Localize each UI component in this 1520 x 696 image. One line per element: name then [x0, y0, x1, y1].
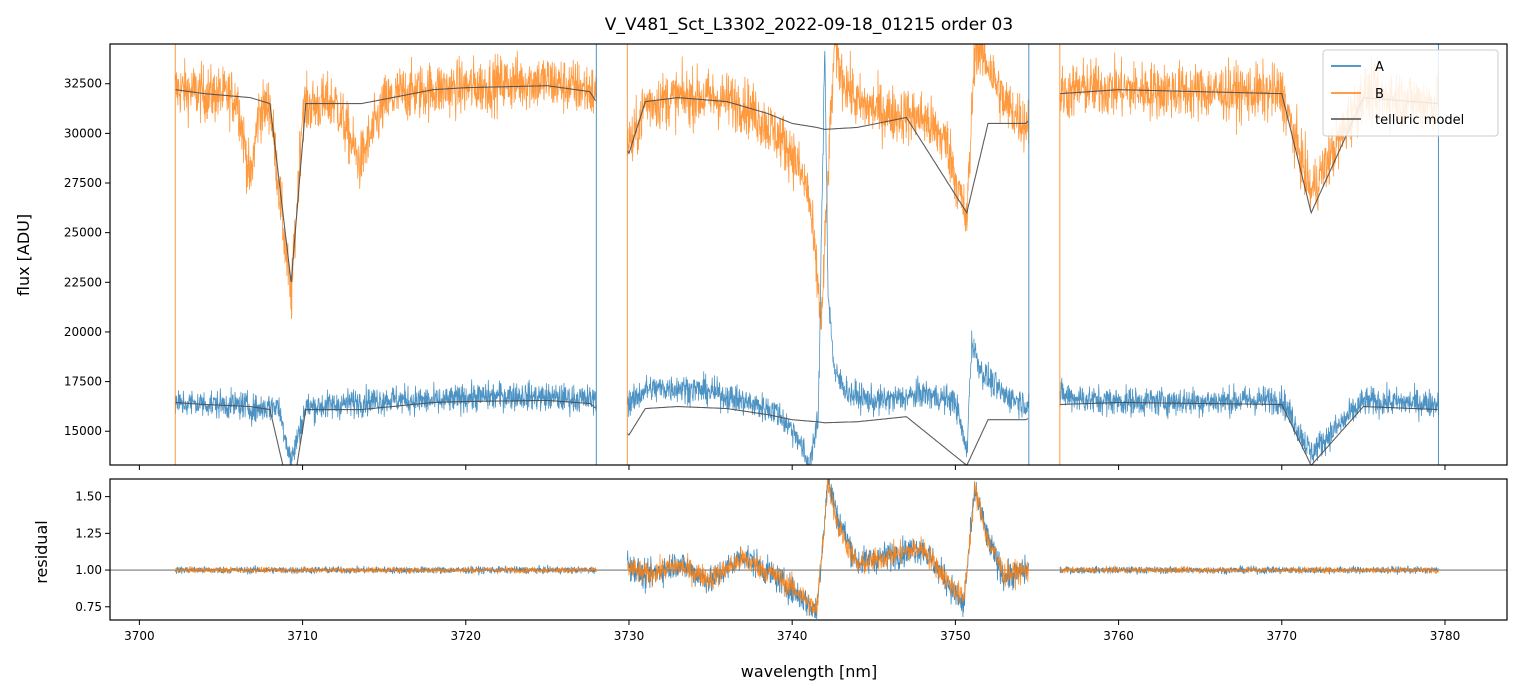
residual-line-b-segment-2 — [626, 479, 1030, 617]
flux-panel: 15000 17500 20000 22500 25000 27500 30000 32500… — [14, 43, 1508, 470]
flux-y-tick-label: 32500 — [64, 77, 102, 91]
x-tick-label: 3710 — [287, 629, 318, 643]
flux-y-tick-label: 22500 — [64, 275, 102, 289]
legend-label-a: A — [1375, 60, 1384, 75]
residual-y-tick-label: 1.00 — [75, 563, 102, 577]
legend-label-b: B — [1375, 87, 1384, 102]
flux-y-ticks: 15000 17500 20000 22500 25000 27500 30000 32500 — [64, 77, 110, 438]
flux-y-tick-label: 20000 — [64, 325, 102, 339]
series-line-a-segment-2 — [626, 50, 1030, 465]
series-line-telluric-b-segment-1 — [175, 85, 596, 283]
residual-y-axis-label: residual — [32, 520, 51, 583]
legend: A B telluric model — [1322, 49, 1499, 137]
x-tick-label: 3780 — [1430, 629, 1461, 643]
residual-y-tick-label: 0.75 — [75, 600, 102, 614]
x-tick-label: 3760 — [1103, 629, 1134, 643]
flux-y-tick-label: 15000 — [64, 424, 102, 438]
series-line-telluric-a-segment-1 — [175, 399, 596, 465]
x-tick-label: 3720 — [451, 629, 482, 643]
flux-y-tick-label: 30000 — [64, 126, 102, 140]
residual-plot-area — [110, 479, 1507, 620]
legend-label-telluric: telluric model — [1375, 113, 1464, 128]
series-line-b-segment-2 — [626, 44, 1030, 330]
residual-axes-frame — [109, 478, 1508, 621]
residual-y-tick-label: 1.25 — [75, 526, 102, 540]
chart-title: V_V481_Sct_L3302_2022-09-18_01215 order … — [605, 15, 1013, 35]
x-tick-label: 3730 — [614, 629, 645, 643]
flux-axes-frame — [109, 43, 1508, 466]
legend-box — [1322, 49, 1499, 137]
residual-y-tick-label: 1.50 — [75, 490, 102, 504]
flux-y-axis-label: flux [ADU] — [14, 214, 33, 296]
x-tick-label: 3750 — [940, 629, 971, 643]
residual-y-ticks: 0.75 1.00 1.25 1.50 — [75, 490, 110, 614]
residual-line-b-segment-1 — [174, 565, 597, 575]
flux-plot-area — [174, 44, 1439, 465]
flux-y-tick-label: 27500 — [64, 176, 102, 190]
flux-y-tick-label: 17500 — [64, 375, 102, 389]
series-line-a-segment-1 — [174, 379, 597, 465]
series-line-telluric-a-segment-3 — [1059, 401, 1438, 465]
series-line-telluric-b-segment-2 — [626, 97, 1029, 215]
x-axis-label: wavelength [nm] — [741, 662, 878, 681]
residual-panel: 0.75 1.00 1.25 1.50 3700 3710 3720 3730 3740 375… — [32, 478, 1508, 681]
residual-x-ticks: 3700 3710 3720 3730 3740 3750 3760 3770 3780 — [124, 620, 1460, 643]
series-line-b-segment-1 — [174, 50, 597, 320]
series-line-a-segment-3 — [1059, 377, 1439, 463]
x-tick-label: 3770 — [1267, 629, 1298, 643]
x-tick-label: 3740 — [777, 629, 808, 643]
flux-y-tick-label: 25000 — [64, 226, 102, 240]
residual-line-b-segment-3 — [1059, 565, 1439, 575]
series-line-telluric-a-segment-2 — [626, 405, 1029, 465]
flux-x-ticks — [138, 465, 1446, 470]
x-tick-label: 3700 — [124, 629, 155, 643]
